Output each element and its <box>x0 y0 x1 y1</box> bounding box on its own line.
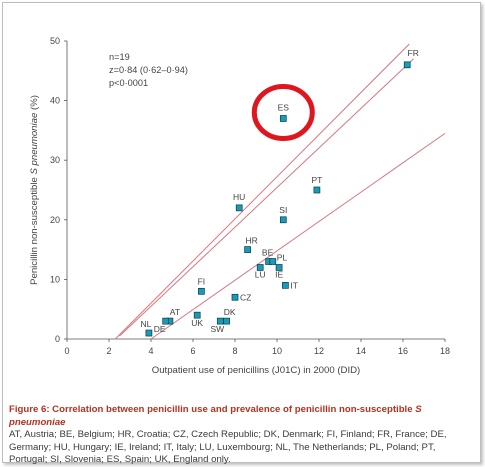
point-label-es: ES <box>278 102 290 112</box>
point-label-lu: LU <box>255 269 266 279</box>
point-label-dk: DK <box>224 307 236 317</box>
y-tick-label: 0 <box>55 334 60 344</box>
y-tick-label: 10 <box>50 274 60 284</box>
point-label-de: DE <box>154 324 166 334</box>
figure-caption: Figure 6: Correlation between penicillin… <box>9 404 475 467</box>
highlight-circle-group <box>251 83 315 141</box>
point-label-it: IT <box>290 280 298 290</box>
point-label-pl: PL <box>277 253 288 263</box>
figure-frame <box>2 2 481 463</box>
point-marker-fi <box>198 287 205 295</box>
point-label-uk: UK <box>191 318 203 328</box>
caption-title-italic: S pneumoniae <box>9 404 422 428</box>
point-marker-hr <box>244 246 251 253</box>
x-tick-label: 0 <box>64 346 69 356</box>
x-tick-label: 18 <box>440 346 450 356</box>
y-axis-label-suffix: (%) <box>29 95 40 113</box>
ci-upper-line <box>114 43 410 340</box>
stats-p: p<0·0001 <box>109 78 148 88</box>
x-tick-label: 2 <box>106 346 111 356</box>
point-label-ie: IE <box>275 269 283 279</box>
point-marker-hu <box>235 204 243 212</box>
point-marker-cz <box>231 293 239 301</box>
point-marker-nl <box>145 329 153 337</box>
regression-line <box>119 58 414 337</box>
point-marker-uk <box>193 311 201 319</box>
x-tick-label: 12 <box>314 346 324 356</box>
plot-area <box>66 41 445 340</box>
x-tick-label: 14 <box>356 346 366 356</box>
point-label-pt: PT <box>311 175 322 185</box>
caption-title: Figure 6: Correlation between penicillin… <box>9 404 422 428</box>
point-label-sw: SW <box>210 324 224 334</box>
y-tick-label: 20 <box>50 215 60 225</box>
point-label-fi: FI <box>198 276 206 286</box>
point-marker-sw <box>216 317 224 325</box>
x-tick-label: 8 <box>232 346 237 356</box>
scatter-chart: AT BE HR CZ DK FI FR DE HU IE IT LU NL PL PT SI ES SW UK 0… <box>29 36 450 376</box>
point-marker-pt <box>313 186 321 194</box>
point-label-si: SI <box>279 205 287 215</box>
regression-lines <box>114 43 446 340</box>
y-tick-label: 50 <box>50 36 60 46</box>
y-axis-label: Penicillin non-susceptible S pneumoniae … <box>29 95 40 285</box>
point-label-hu: HU <box>233 192 245 202</box>
caption-title-prefix: Figure 6: Correlation between penicillin… <box>9 404 416 415</box>
y-tick-label: 40 <box>50 96 60 106</box>
y-axis-label-italic: S pneumoniae <box>29 113 40 175</box>
axis-ticks: 0 2 4 6 8 10 12 14 16 18 0 10 20 30 40 50 <box>50 36 450 356</box>
data-points: AT BE HR CZ DK FI FR DE HU IE IT LU NL PL PT SI ES SW UK <box>140 48 419 337</box>
x-axis-label: Outpatient use of penicillins (J01C) in … <box>152 365 361 376</box>
point-marker-it <box>282 282 289 289</box>
x-tick-label: 10 <box>272 346 282 356</box>
point-label-at: AT <box>170 307 180 317</box>
point-label-nl: NL <box>140 319 151 329</box>
point-marker-si <box>279 216 287 224</box>
x-tick-label: 4 <box>148 346 153 356</box>
highlight-circle <box>251 83 315 141</box>
y-axis-label-prefix: Penicillin non-susceptible <box>29 175 40 285</box>
point-marker-lu <box>256 264 264 271</box>
point-label-cz: CZ <box>240 292 251 302</box>
point-marker-fr <box>403 61 411 69</box>
y-tick-label: 30 <box>50 155 60 165</box>
x-tick-label: 16 <box>398 346 408 356</box>
point-marker-es <box>279 115 287 122</box>
point-label-fr: FR <box>408 48 419 58</box>
point-label-be: BE <box>262 248 274 258</box>
point-marker-ie <box>275 264 283 271</box>
stats-n: n=19 <box>109 52 130 62</box>
caption-text: AT, Austria; BE, Belgium; HR, Croatia; C… <box>9 429 447 466</box>
point-marker-dk <box>223 317 230 325</box>
x-tick-label: 6 <box>190 346 195 356</box>
point-marker-de <box>162 317 170 325</box>
stats-annotation: n=19 z=0·84 (0·62–0·94) p<0·0001 <box>109 52 188 88</box>
ci-lower-line <box>150 132 446 340</box>
stats-z: z=0·84 (0·62–0·94) <box>109 65 188 75</box>
point-marker-pl <box>269 258 277 265</box>
point-label-hr: HR <box>245 236 257 246</box>
